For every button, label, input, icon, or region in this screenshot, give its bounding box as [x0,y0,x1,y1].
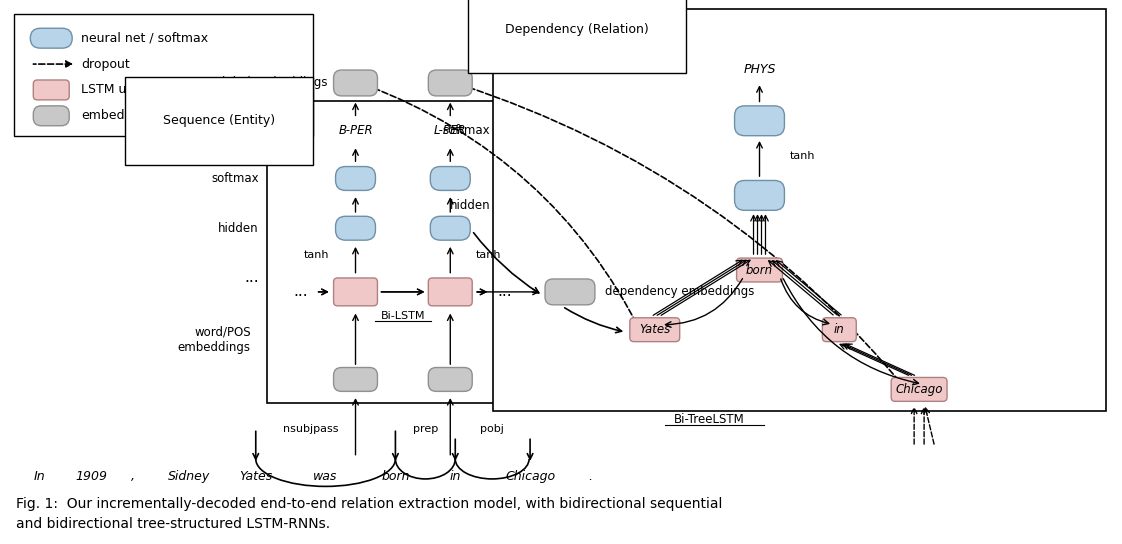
Text: In: In [34,471,45,484]
Text: born: born [746,263,773,276]
Text: Sidney: Sidney [168,471,210,484]
Text: Bi-TreeLSTM: Bi-TreeLSTM [674,413,745,426]
Text: in: in [450,471,461,484]
FancyBboxPatch shape [15,14,313,135]
FancyBboxPatch shape [429,70,472,96]
FancyBboxPatch shape [735,181,784,211]
Text: dropout: dropout [81,58,130,71]
Text: neural net / softmax: neural net / softmax [81,32,209,45]
Text: hidden: hidden [218,222,259,234]
FancyBboxPatch shape [735,106,784,135]
Text: Fig. 1:  Our incrementally-decoded end-to-end relation extraction model, with bi: Fig. 1: Our incrementally-decoded end-to… [17,497,723,531]
FancyBboxPatch shape [333,368,377,391]
Text: ...: ... [498,285,513,299]
Text: born: born [381,471,410,484]
Text: Sequence (Entity): Sequence (Entity) [163,114,275,127]
Text: word/POS
embeddings: word/POS embeddings [177,326,251,354]
Text: in: in [834,323,845,336]
Text: was: was [313,471,338,484]
FancyBboxPatch shape [429,278,472,306]
Text: prep: prep [413,424,438,434]
Text: tanh: tanh [476,250,502,260]
Text: ...: ... [245,270,259,286]
Text: 1909: 1909 [75,471,108,484]
Text: softmax: softmax [442,124,490,137]
Text: .: . [588,471,592,484]
Text: embeddings: embeddings [81,109,158,122]
Text: pobj: pobj [480,424,504,434]
Text: Bi-LSTM: Bi-LSTM [380,311,425,321]
FancyBboxPatch shape [267,101,562,403]
Text: B-PER: B-PER [338,124,373,137]
Text: tanh: tanh [790,151,815,160]
FancyBboxPatch shape [629,318,680,342]
FancyBboxPatch shape [822,318,856,342]
Text: LSTM unit: LSTM unit [81,83,142,96]
FancyBboxPatch shape [891,378,947,401]
FancyBboxPatch shape [335,217,376,240]
Text: Yates: Yates [640,323,670,336]
Text: Chicago: Chicago [895,383,942,396]
Text: ...: ... [293,285,307,299]
FancyBboxPatch shape [34,80,70,100]
Text: label embeddings: label embeddings [222,77,328,89]
FancyBboxPatch shape [431,166,470,190]
FancyBboxPatch shape [333,70,377,96]
FancyBboxPatch shape [431,217,470,240]
Text: Dependency (Relation): Dependency (Relation) [505,23,649,36]
Text: hidden: hidden [450,199,490,212]
FancyBboxPatch shape [30,28,72,48]
Text: Chicago: Chicago [505,471,555,484]
Text: Yates: Yates [239,471,273,484]
Text: tanh: tanh [304,250,330,260]
FancyBboxPatch shape [333,278,377,306]
FancyBboxPatch shape [335,166,376,190]
FancyBboxPatch shape [34,106,70,126]
Text: softmax: softmax [211,172,259,185]
Text: dependency embeddings: dependency embeddings [605,286,754,299]
FancyBboxPatch shape [494,9,1105,411]
FancyBboxPatch shape [736,258,782,282]
Text: ,: , [131,471,135,484]
Text: L-PER: L-PER [434,124,467,137]
FancyBboxPatch shape [545,279,595,305]
Text: PHYS: PHYS [743,63,775,76]
FancyBboxPatch shape [429,368,472,391]
Text: nsubjpass: nsubjpass [283,424,339,434]
